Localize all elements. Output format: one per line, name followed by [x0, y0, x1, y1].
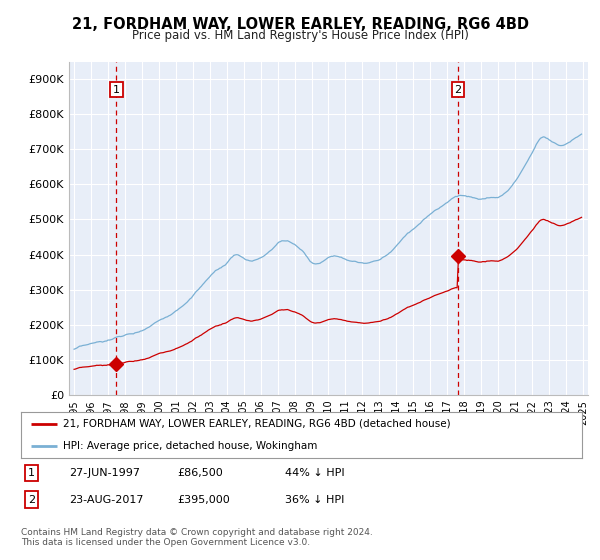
Text: Price paid vs. HM Land Registry's House Price Index (HPI): Price paid vs. HM Land Registry's House … — [131, 29, 469, 42]
Text: 36% ↓ HPI: 36% ↓ HPI — [285, 494, 344, 505]
Text: 2: 2 — [455, 85, 461, 95]
Text: 2: 2 — [28, 494, 35, 505]
Text: 21, FORDHAM WAY, LOWER EARLEY, READING, RG6 4BD: 21, FORDHAM WAY, LOWER EARLEY, READING, … — [71, 17, 529, 32]
Text: 23-AUG-2017: 23-AUG-2017 — [69, 494, 143, 505]
Text: Contains HM Land Registry data © Crown copyright and database right 2024.
This d: Contains HM Land Registry data © Crown c… — [21, 528, 373, 547]
Text: £395,000: £395,000 — [177, 494, 230, 505]
Text: HPI: Average price, detached house, Wokingham: HPI: Average price, detached house, Woki… — [63, 441, 317, 451]
Text: 1: 1 — [28, 468, 35, 478]
Text: 21, FORDHAM WAY, LOWER EARLEY, READING, RG6 4BD (detached house): 21, FORDHAM WAY, LOWER EARLEY, READING, … — [63, 419, 451, 429]
Text: £86,500: £86,500 — [177, 468, 223, 478]
Text: 27-JUN-1997: 27-JUN-1997 — [69, 468, 140, 478]
Text: 44% ↓ HPI: 44% ↓ HPI — [285, 468, 344, 478]
Text: 1: 1 — [113, 85, 120, 95]
